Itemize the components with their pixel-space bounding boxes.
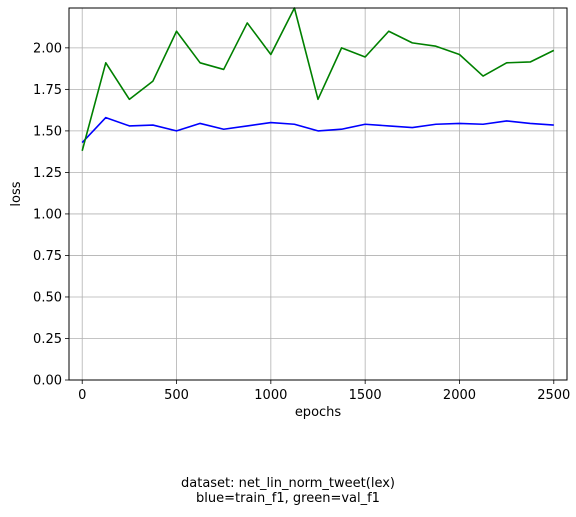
x-tick-label: 2500 (537, 388, 570, 403)
series-lines (81, 7, 555, 152)
y-tick-label: 1.50 (33, 124, 62, 139)
series-line-blue (81, 116, 554, 144)
y-tick-label: 0.50 (33, 290, 62, 305)
y-axis-label: loss (9, 181, 24, 206)
loss-chart: 0 500 1000 1500 2000 2500 0.00 0.25 0.50 0.75 1.00… (9, 7, 570, 420)
caption-legend-note: blue=train_f1, green=val_f1 (196, 491, 380, 506)
series-line-green (81, 7, 555, 152)
x-tick-label: 2000 (443, 388, 476, 403)
x-tick-label: 1500 (349, 388, 382, 403)
x-tick-label: 0 (78, 388, 86, 403)
y-tick-label: 0.75 (33, 249, 62, 264)
x-axis-label: epochs (295, 405, 342, 420)
y-tick-label: 1.75 (33, 83, 62, 98)
grid-lines (69, 8, 567, 381)
y-tick-label: 2.00 (33, 41, 62, 56)
y-tick-label: 0.25 (33, 332, 62, 347)
y-tick-label: 1.25 (33, 166, 62, 181)
chart-caption: dataset: net_lin_norm_tweet(lex) blue=tr… (0, 476, 576, 506)
axis-ticks: 0 500 1000 1500 2000 2500 0.00 0.25 0.50 0.75 1.00… (33, 41, 570, 403)
x-tick-label: 500 (164, 388, 189, 403)
caption-dataset: dataset: net_lin_norm_tweet(lex) (181, 476, 395, 491)
plot-frame (68, 7, 568, 381)
y-tick-label: 0.00 (33, 374, 62, 389)
x-tick-label: 1000 (254, 388, 287, 403)
y-tick-label: 1.00 (33, 207, 62, 222)
